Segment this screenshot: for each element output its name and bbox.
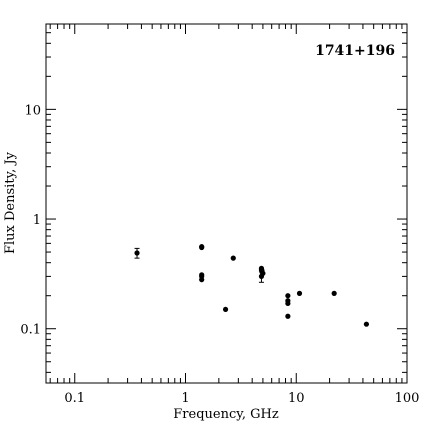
data-point [363,321,370,327]
axis-ticks [46,23,408,383]
y-axis-label: Flux Density, Jy [3,151,18,254]
data-point [285,293,291,299]
axis-tick-labels: 0.1 1 10 100 0.1 1 10 [20,103,419,406]
data-points [134,244,370,327]
x-axis-label: Frequency, GHz [173,407,279,422]
data-point [331,290,337,296]
x-tick-label: 0.1 [64,391,85,406]
x-tick-label: 10 [288,391,305,406]
plot-frame [45,23,408,384]
y-tick-label: 10 [24,103,41,118]
data-point [285,300,291,307]
x-tick-label: 1 [181,391,189,406]
y-tick-label: 1 [33,213,41,228]
data-point [134,250,140,256]
data-point [296,290,303,296]
chart-title: 1741+196 [315,43,395,59]
data-point [199,244,205,251]
x-tick-label: 100 [395,391,420,406]
y-tick-label: 0.1 [20,323,41,338]
data-point [285,313,291,319]
data-point [199,277,205,283]
data-point [258,273,265,279]
data-point [230,255,236,261]
data-point [222,306,229,313]
